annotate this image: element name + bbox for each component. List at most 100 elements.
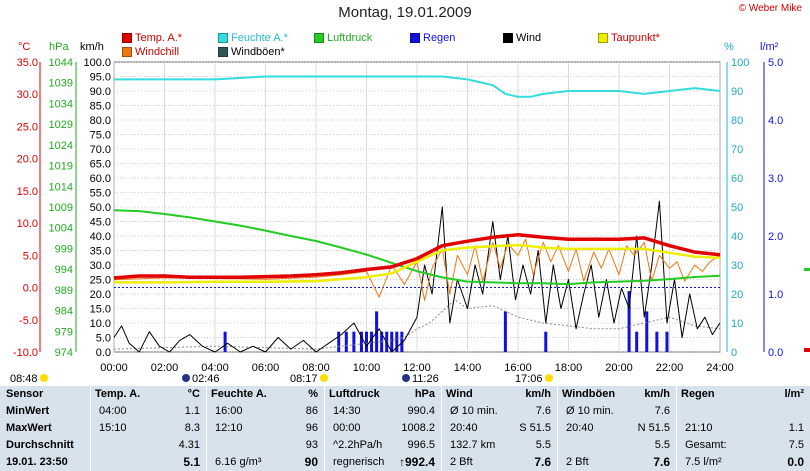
rain-bar [544,331,548,352]
gust-cell-value: 5.5 [654,439,670,451]
temp-cell-value: 8.3 [184,422,200,434]
pressure-tick-label: 1004 [49,223,73,235]
rain-bar [365,331,368,352]
humidity-tick-label: 50 [731,202,743,214]
temp-tick-label: 5.0 [23,250,38,262]
temp-tick-label: 10.0 [17,218,38,230]
humidity-tick-label: 100 [731,57,749,69]
legend-label: Temp. A.* [135,32,183,44]
x-tick-label: 12:00 [403,362,431,374]
humidity-cell-label: 6.16 g/m³ [215,456,262,468]
wind-tick-label: 90.0 [90,86,111,98]
temp-tick-label: 15.0 [17,186,38,198]
wind-tick-label: 55.0 [90,188,111,200]
temp-tick-label: 0.0 [23,283,38,295]
wind-cell-value: 7.6 [534,455,551,469]
legend-swatch [218,33,228,43]
rain-cell-value: 0.0 [787,455,804,469]
legend-label: Windchill [135,46,180,58]
wind-tick-label: 75.0 [90,130,111,142]
row-label-min: MinWert [6,405,50,417]
humidity-tick-label: 20 [731,289,743,301]
legend-swatch [314,33,324,43]
table-cell-row: 20:40 N 51.5 [558,420,676,437]
table-cell-row: 14:30 990.4 [325,403,441,420]
legend-item: Temp. A.* [122,32,182,44]
humidity-cell-value: 96 [305,422,318,434]
rain-header: Regen l/m² [677,386,810,403]
rain-tick-label: 5.0 [768,57,783,69]
x-tick-label: 16:00 [504,362,532,374]
table-cell-row: 5.5 [558,437,676,454]
legend-label: Taupunkt* [611,32,660,44]
series-line-luftdruck [113,209,721,286]
gust-cell-label: 20:40 [566,422,594,434]
humidity-tick-label: 60 [731,173,743,185]
pressure-cell-label: ^2.2hPa/h [333,439,383,451]
temp-indicator [804,348,810,352]
humidity-cell-label: 12:10 [215,422,243,434]
table-cell-row: 16:00 86 [207,403,324,420]
moon-icon [182,374,190,382]
legend-label: Feuchte A.* [231,32,288,44]
temp-tick-label: 30.0 [17,89,38,101]
series-line-windchill [113,238,721,301]
pressure-cell-value: 1008.2 [401,422,435,434]
pressure-cell-label: 00:00 [333,422,361,434]
row-label-avg: Durchschnitt [6,439,74,451]
rain-bar [223,331,227,352]
humidity-tick-label: 0 [731,347,737,359]
time-marker: 08:48 [10,373,50,385]
humidity-cell-label: 16:00 [215,405,243,417]
legend-item: Feuchte A.* [218,32,288,44]
gust-cell-value: 7.6 [653,455,670,469]
rain-column: Regen l/m² 21:10 1.1 Gesamt: 7.5 7.5 l/m² 0.0 [677,386,810,471]
legend-label: Regen [423,32,456,44]
pressure-tick-label: 984 [55,306,73,318]
humidity-tick-label: 40 [731,231,743,243]
wind-tick-label: 95.0 [90,72,111,84]
pressure-cell-label: 14:30 [333,405,361,417]
time-marker-label: 08:17 [290,373,318,385]
legend-label: Wind [516,32,542,44]
humidity-tick-label: 70 [731,144,743,156]
wind-tick-label: 60.0 [90,173,111,185]
table-cell-row: 2 Bft 7.6 [442,454,557,471]
wind-tick-label: 100.0 [83,57,111,69]
time-marker: 02:46 [180,373,220,385]
table-cell-row: 93 [207,437,324,454]
x-tick-label: 02:00 [151,362,179,374]
x-tick-label: 24:00 [706,362,734,374]
rain-tick-label: 2.0 [768,231,783,243]
wind-tick-label: 10.0 [90,318,111,330]
table-cell-row: 7.5 l/m² 0.0 [677,454,810,471]
table-cell-row: 00:00 1008.2 [325,420,441,437]
temp-cell-label: 04:00 [99,405,127,417]
temp-tick-label: -10.0 [13,347,38,359]
temp-cell-value: 1.1 [184,405,200,417]
rain-unit-label: l/m² [760,41,779,53]
rain-cell-value: 7.5 [788,439,804,451]
humidity-column: Feuchte A.% 16:00 86 12:10 96 93 6.16 g/m³ 90 [207,386,324,471]
wind-cell-label: 2 Bft [450,456,473,468]
pressure-indicator [804,268,810,271]
x-tick-label: 10:00 [353,362,381,374]
table-cell-row: Gesamt: 7.5 [677,437,810,454]
pressure-tick-label: 1034 [49,98,73,110]
pressure-header: Luftdruck hPa [325,386,441,403]
sensor-header: Sensor [6,388,44,400]
legend-item: Wind [503,32,541,44]
wind-tick-label: 80.0 [90,115,111,127]
rain-bar [370,331,374,352]
temp-column: Temp. A. °C 04:00 1.1 15:10 8.3 4.31 5.1 [91,386,206,471]
legend-item: Regen [410,32,455,44]
wind-tick-label: 0.0 [96,347,111,359]
time-marker: 17:06 [515,373,555,385]
wind-tick-label: 5.0 [96,333,111,345]
rain-cell-label: 21:10 [685,422,713,434]
legend-item: Taupunkt* [598,32,660,44]
temp-header-unit: °C [187,388,200,400]
table-cell-row: Ø 10 min. 7.6 [442,403,557,420]
wind-tick-label: 35.0 [90,246,111,258]
wind-header: Wind km/h [442,386,557,403]
